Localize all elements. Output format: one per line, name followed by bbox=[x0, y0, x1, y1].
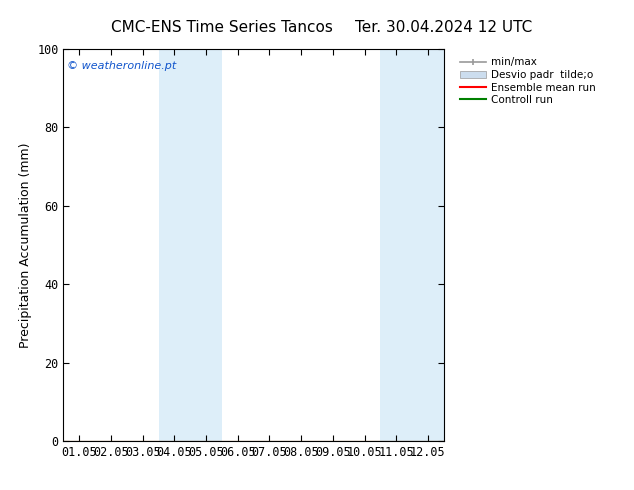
Text: CMC-ENS Time Series Tancos: CMC-ENS Time Series Tancos bbox=[111, 20, 333, 35]
Bar bbox=[190, 49, 222, 441]
Legend: min/max, Desvio padr  tilde;o, Ensemble mean run, Controll run: min/max, Desvio padr tilde;o, Ensemble m… bbox=[456, 54, 599, 108]
Bar bbox=[158, 49, 190, 441]
Text: Ter. 30.04.2024 12 UTC: Ter. 30.04.2024 12 UTC bbox=[355, 20, 533, 35]
Y-axis label: Precipitation Accumulation (mm): Precipitation Accumulation (mm) bbox=[18, 142, 32, 348]
Bar bbox=[412, 49, 444, 441]
Bar bbox=[380, 49, 412, 441]
Text: © weatheronline.pt: © weatheronline.pt bbox=[67, 61, 176, 71]
